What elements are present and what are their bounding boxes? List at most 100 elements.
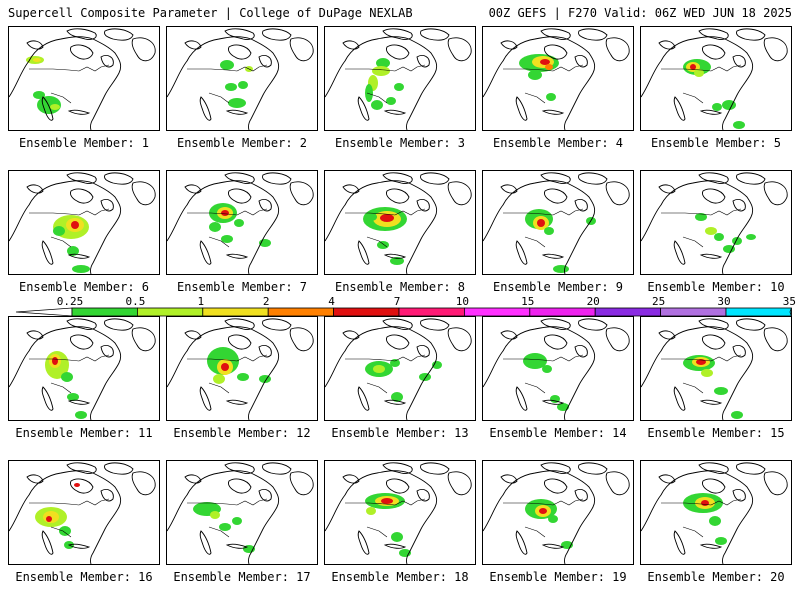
coastline xyxy=(184,330,202,340)
map-canvas xyxy=(9,28,156,130)
coastline xyxy=(699,109,723,115)
ensemble-member-map xyxy=(166,170,318,275)
coastline xyxy=(736,28,766,41)
coastline xyxy=(100,344,114,358)
coastline xyxy=(736,172,766,185)
map-canvas xyxy=(641,318,788,420)
ensemble-member-map xyxy=(482,26,634,131)
scp-contour xyxy=(372,66,390,76)
coastline xyxy=(104,318,134,331)
scp-contour xyxy=(714,233,724,241)
country-border xyxy=(661,354,742,362)
scp-contour xyxy=(391,392,403,402)
country-border xyxy=(345,64,426,72)
ensemble-member-label: Ensemble Member: 13 xyxy=(331,426,469,440)
coastline xyxy=(225,543,249,549)
country-border xyxy=(503,354,584,362)
country-border xyxy=(29,498,110,506)
coastline xyxy=(26,40,44,50)
coastline xyxy=(544,478,568,494)
coastline xyxy=(131,327,156,352)
coastline xyxy=(228,478,252,494)
map-canvas xyxy=(325,172,472,274)
coastline xyxy=(67,253,91,259)
ensemble-member-label: Ensemble Member: 19 xyxy=(489,570,627,584)
colorbar-segment xyxy=(136,307,204,317)
ensemble-member-map xyxy=(8,26,160,131)
scp-contour xyxy=(373,365,385,373)
coastline xyxy=(673,96,686,121)
coastline xyxy=(702,44,726,60)
coastline xyxy=(763,471,788,496)
scp-contour xyxy=(221,235,233,243)
scp-contour xyxy=(376,58,390,68)
scp-contour xyxy=(528,70,542,80)
country-border xyxy=(661,498,742,506)
coastline xyxy=(383,109,407,115)
coastline xyxy=(131,181,156,206)
coastline xyxy=(658,330,676,340)
scp-contour xyxy=(694,69,704,77)
scp-contour xyxy=(390,257,404,265)
ensemble-member-map xyxy=(166,460,318,565)
coastline xyxy=(578,462,608,475)
coastline xyxy=(605,471,630,496)
coastline xyxy=(447,327,472,352)
country-border xyxy=(366,236,388,248)
coastline xyxy=(289,327,314,352)
map-canvas xyxy=(9,462,156,564)
country-border xyxy=(208,526,230,538)
coastline xyxy=(104,172,134,185)
coastline xyxy=(131,37,156,62)
scp-contour xyxy=(539,508,547,514)
coastline xyxy=(416,344,430,358)
coastline xyxy=(262,318,292,331)
coastline xyxy=(420,318,450,331)
coastline xyxy=(416,54,430,68)
colorbar-tick-label: 2 xyxy=(263,296,270,308)
scp-contour xyxy=(714,387,728,395)
country-border xyxy=(50,526,72,538)
coastline xyxy=(483,326,596,420)
map-canvas xyxy=(9,318,156,420)
scp-contour xyxy=(523,353,547,369)
colorbar-segment xyxy=(71,307,138,317)
coastline xyxy=(41,240,54,265)
coastline xyxy=(67,399,91,405)
scp-contour xyxy=(705,227,717,235)
scp-contour xyxy=(731,411,743,419)
country-border xyxy=(345,208,426,216)
ensemble-member-label: Ensemble Member: 1 xyxy=(18,136,150,150)
country-border xyxy=(187,208,268,216)
colorbar-tick-label: 15 xyxy=(521,296,534,308)
ensemble-member-label: Ensemble Member: 6 xyxy=(18,280,150,294)
coastline xyxy=(225,399,249,405)
ensemble-member-label: Ensemble Member: 10 xyxy=(647,280,785,294)
coastline xyxy=(383,543,407,549)
coastline xyxy=(357,386,370,411)
scp-contour xyxy=(33,58,41,62)
map-canvas xyxy=(167,172,314,274)
coastline xyxy=(104,462,134,475)
map-canvas xyxy=(641,28,788,130)
ensemble-member-label: Ensemble Member: 14 xyxy=(489,426,627,440)
coastline xyxy=(732,198,746,212)
country-border xyxy=(524,382,546,394)
scp-contour xyxy=(52,357,58,365)
map-canvas xyxy=(641,172,788,274)
coastline xyxy=(66,318,97,330)
country-border xyxy=(524,92,546,104)
coastline xyxy=(698,462,729,474)
country-border xyxy=(50,92,72,104)
coastline xyxy=(500,184,518,194)
country-border xyxy=(345,354,426,362)
coastline xyxy=(483,470,596,564)
coastline xyxy=(500,474,518,484)
colorbar-segment xyxy=(398,307,465,317)
scp-contour xyxy=(386,97,396,105)
coastline xyxy=(763,327,788,352)
map-canvas xyxy=(483,462,630,564)
country-border xyxy=(187,64,268,72)
coastline xyxy=(641,36,754,130)
country-border xyxy=(208,236,230,248)
